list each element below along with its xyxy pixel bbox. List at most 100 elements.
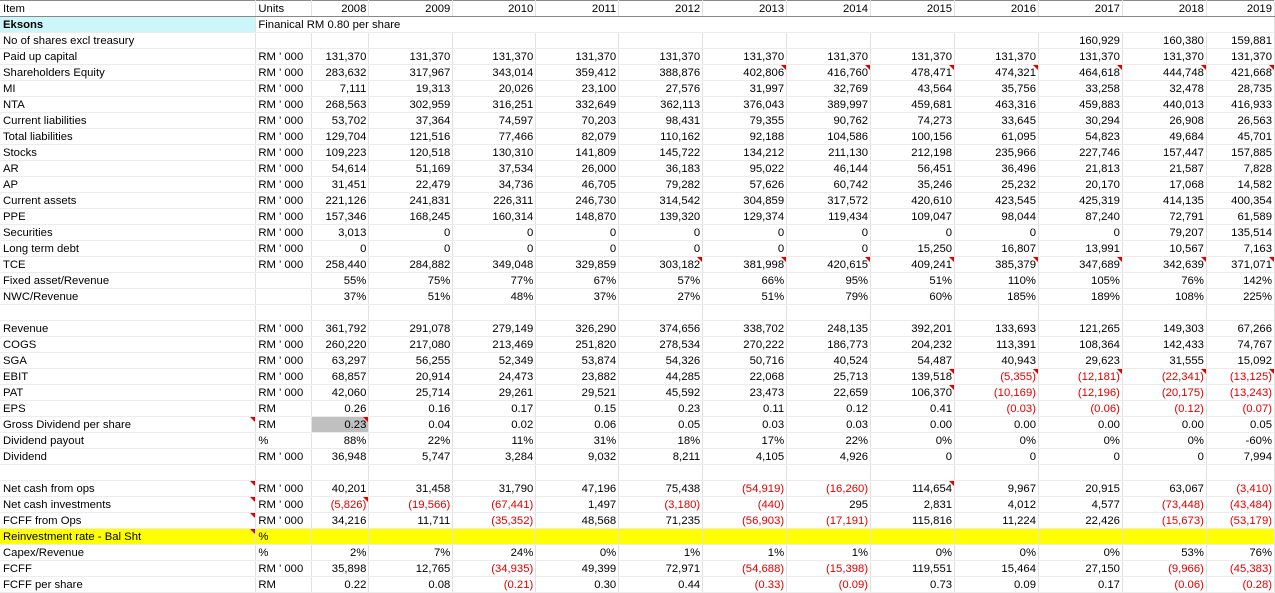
value-cell[interactable]: 54,487 [870,352,956,369]
value-cell[interactable]: (0.09) [786,576,872,593]
value-cell[interactable]: 0.00 [1038,416,1123,433]
unit-cell[interactable]: RM ' 000 [255,224,313,241]
value-cell[interactable]: 388,876 [618,64,704,81]
value-cell[interactable]: 121,265 [1038,320,1123,337]
value-cell[interactable]: (15,398) [786,560,872,577]
value-cell[interactable]: 0 [702,240,788,257]
value-cell[interactable]: 0.23 [311,416,370,433]
company-name-cell[interactable]: Eksons [0,16,257,33]
value-cell[interactable]: 22% [368,432,454,449]
value-cell[interactable]: 0 [535,240,620,257]
value-cell[interactable]: 260,220 [311,336,370,353]
value-cell[interactable]: 119,551 [870,560,956,577]
unit-cell[interactable]: RM [255,576,313,593]
value-cell[interactable]: 49,399 [535,560,620,577]
value-cell[interactable]: 27% [618,288,704,305]
value-cell[interactable]: 0% [954,432,1039,449]
value-cell[interactable] [870,32,956,49]
value-cell[interactable]: 25,713 [786,368,872,385]
value-cell[interactable] [368,32,454,49]
row-label-cell[interactable] [0,304,257,321]
value-cell[interactable] [954,304,1039,321]
value-cell[interactable]: 34,216 [311,512,370,529]
value-cell[interactable]: 88% [311,432,370,449]
value-cell[interactable]: 50,716 [702,352,788,369]
value-cell[interactable]: 168,245 [368,208,454,225]
value-cell[interactable]: 26,908 [1122,112,1207,129]
row-label-cell[interactable]: Shareholders Equity [0,64,257,81]
value-cell[interactable]: 134,212 [702,144,788,161]
value-cell[interactable]: 45,592 [618,384,704,401]
unit-cell[interactable]: % [255,528,313,545]
value-cell[interactable]: 304,859 [702,192,788,209]
value-cell[interactable]: 400,354 [1206,192,1275,209]
value-cell[interactable]: (73,448) [1122,496,1207,513]
row-label-cell[interactable]: Long term debt [0,240,257,257]
value-cell[interactable]: 27,150 [1038,560,1123,577]
value-cell[interactable]: 133,693 [954,320,1039,337]
row-label-cell[interactable]: Fixed asset/Revenue [0,272,257,289]
row-label-cell[interactable]: AP [0,176,257,193]
value-cell[interactable]: (19,566) [368,496,454,513]
value-cell[interactable]: 40,943 [954,352,1039,369]
row-label-cell[interactable]: Securities [0,224,257,241]
unit-cell[interactable]: RM ' 000 [255,128,313,145]
value-cell[interactable]: 0.23 [618,400,704,417]
row-label-cell[interactable]: FCFF [0,560,257,577]
value-cell[interactable] [535,528,620,545]
value-cell[interactable]: 82,079 [535,128,620,145]
value-cell[interactable]: 213,469 [452,336,537,353]
value-cell[interactable]: 7,828 [1206,160,1275,177]
value-cell[interactable]: 53,874 [535,352,620,369]
value-cell[interactable] [452,32,537,49]
value-cell[interactable]: 34,736 [452,176,537,193]
value-cell[interactable]: 56,451 [870,160,956,177]
unit-cell[interactable]: RM ' 000 [255,64,313,81]
row-label-cell[interactable]: NTA [0,96,257,113]
value-cell[interactable]: (12,181) [1038,368,1123,385]
value-cell[interactable]: 105% [1038,272,1123,289]
value-cell[interactable]: 43,564 [870,80,956,97]
value-cell[interactable]: 295 [786,496,872,513]
value-cell[interactable]: 0 [368,224,454,241]
value-cell[interactable]: 212,198 [870,144,956,161]
value-cell[interactable]: 15,464 [954,560,1039,577]
header-year[interactable]: 2013 [702,0,788,17]
value-cell[interactable]: 0.02 [452,416,537,433]
value-cell[interactable]: 32,769 [786,80,872,97]
value-cell[interactable]: 20,915 [1038,480,1123,497]
value-cell[interactable]: 13,991 [1038,240,1123,257]
value-cell[interactable]: 392,201 [870,320,956,337]
value-cell[interactable]: -60% [1206,432,1275,449]
value-cell[interactable]: 159,881 [1206,32,1275,49]
value-cell[interactable]: 0.44 [618,576,704,593]
value-cell[interactable]: 0.15 [535,400,620,417]
row-label-cell[interactable]: Net cash investments [0,496,257,513]
value-cell[interactable] [452,528,537,545]
value-cell[interactable]: 61,095 [954,128,1039,145]
value-cell[interactable]: (0.06) [1122,576,1207,593]
value-cell[interactable]: 186,773 [786,336,872,353]
value-cell[interactable]: 29,623 [1038,352,1123,369]
unit-cell[interactable]: RM ' 000 [255,448,313,465]
value-cell[interactable]: (43,484) [1206,496,1275,513]
value-cell[interactable]: (0.21) [452,576,537,593]
value-cell[interactable] [618,32,704,49]
value-cell[interactable]: 283,632 [311,64,370,81]
value-cell[interactable]: (35,352) [452,512,537,529]
value-cell[interactable]: 74,597 [452,112,537,129]
value-cell[interactable]: 29,261 [452,384,537,401]
value-cell[interactable]: 3,013 [311,224,370,241]
value-cell[interactable]: 20,026 [452,80,537,97]
value-cell[interactable]: 349,048 [452,256,537,273]
value-cell[interactable]: 22% [786,432,872,449]
value-cell[interactable]: 114,654 [870,480,956,497]
value-cell[interactable]: 317,572 [786,192,872,209]
value-cell[interactable]: 98,431 [618,112,704,129]
value-cell[interactable] [1206,528,1275,545]
value-cell[interactable]: 33,258 [1038,80,1123,97]
value-cell[interactable]: 291,078 [368,320,454,337]
value-cell[interactable] [1038,304,1123,321]
value-cell[interactable]: 75% [368,272,454,289]
value-cell[interactable]: 338,702 [702,320,788,337]
